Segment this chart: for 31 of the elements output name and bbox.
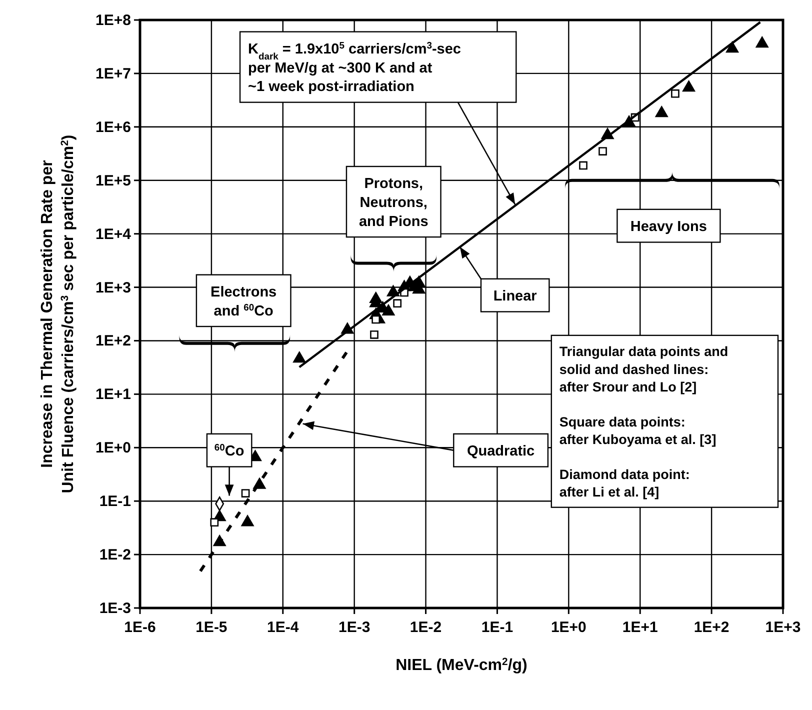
annotation: Linear bbox=[493, 288, 538, 305]
y-tick-label: 1E+1 bbox=[96, 386, 131, 404]
annotation: $^{60}$Co bbox=[214, 441, 244, 460]
text: K$_{dark}$ = 1.9x10$^{5}$ carriers/cm$^{3}$-sec per MeV/g at ~300 K and at ~1 week post-irradiation bbox=[248, 39, 461, 96]
x-tick-label: 1E-3 bbox=[338, 619, 370, 636]
x-tick-label: 1E-2 bbox=[410, 619, 442, 636]
y-tick-label: 1E+3 bbox=[96, 279, 131, 296]
x-axis-title: NIEL (MeV-cm$^{2}$/g) bbox=[396, 656, 528, 674]
x-tick-label: 1E-4 bbox=[267, 619, 300, 636]
annotation: Heavy Ions bbox=[630, 219, 707, 236]
y-tick-label: 1E+8 bbox=[96, 12, 131, 29]
y-tick-label: 1E+2 bbox=[96, 332, 131, 350]
x-tick-label: 1E+0 bbox=[550, 619, 586, 636]
y-tick-label: 1E+4 bbox=[96, 226, 132, 243]
x-tick-label: 1E-6 bbox=[124, 619, 156, 636]
annotation: Quadratic bbox=[466, 444, 535, 460]
y-tick-label: 1E+0 bbox=[96, 440, 131, 457]
x-tick-label: 1E+2 bbox=[694, 619, 730, 636]
y-tick-label: 1E-1 bbox=[99, 493, 131, 510]
y-tick-label: 1E+5 bbox=[96, 172, 131, 190]
x-tick-label: 1E-5 bbox=[196, 619, 228, 636]
text: Triangular data points and solid and dashed lines: after Srour and Lo [2] Square data points: after Kuboyama et al. [3] Diamond data point: after Li et al. [4] bbox=[559, 344, 728, 500]
annotation: Protons, Neutrons, and Pions bbox=[358, 176, 428, 230]
y-tick-label: 1E-2 bbox=[99, 546, 131, 564]
x-tick-label: 1E+1 bbox=[622, 619, 658, 636]
y-tick-label: 1E+6 bbox=[96, 118, 131, 136]
y-tick-label: 1E+7 bbox=[96, 65, 131, 82]
x-tick-label: 1E-1 bbox=[481, 619, 514, 636]
y-tick-label: 1E-3 bbox=[99, 600, 131, 617]
annotation: Electrons and $^{60}$Co bbox=[210, 284, 277, 320]
x-tick-label: 1E+3 bbox=[765, 619, 801, 636]
